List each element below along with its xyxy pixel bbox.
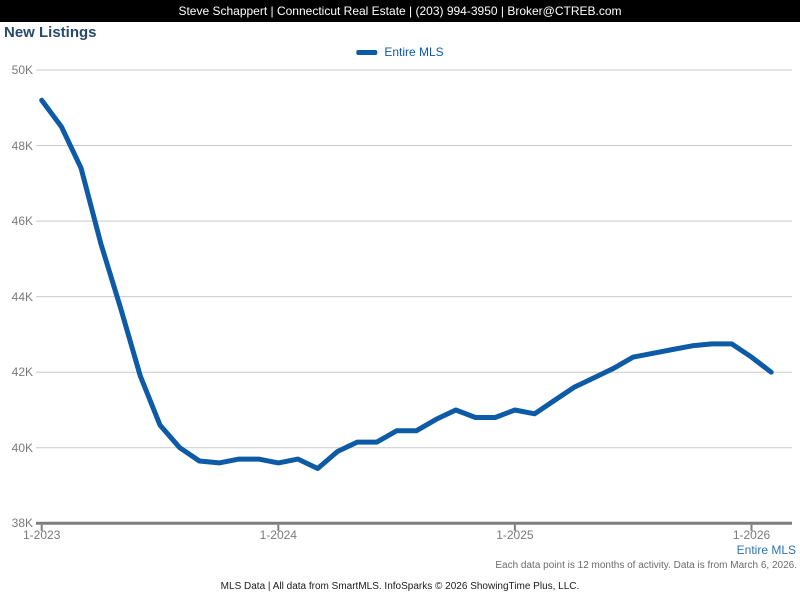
- x-axis-tick-label: 1-2025: [496, 528, 534, 542]
- legend-label: Entire MLS: [384, 45, 444, 59]
- y-axis-tick-label: 48K: [11, 138, 33, 153]
- x-axis-tick-label: 1-2024: [259, 528, 297, 542]
- series-line-entire-mls: [39, 97, 774, 471]
- legend-line-swatch-icon: [356, 49, 378, 55]
- attribution: MLS Data | All data from SmartMLS. InfoS…: [220, 581, 580, 592]
- y-axis-tick-label: 38K: [11, 516, 33, 531]
- y-axis-tick-label: 44K: [11, 289, 33, 304]
- x-axis-tick-label: 1-2023: [23, 528, 61, 542]
- contact-bar: Steve Schappert | Connecticut Real Estat…: [0, 0, 800, 22]
- x-axis-tick-label: 1-2026: [732, 528, 771, 542]
- page-title: New Listings: [4, 24, 97, 41]
- data-note: Each data point is 12 months of activity…: [495, 560, 797, 571]
- y-axis-tick-label: 46K: [11, 214, 33, 229]
- y-axis-tick-label: 40K: [11, 440, 33, 455]
- legend-entire-mls[interactable]: Entire MLS: [356, 45, 444, 59]
- series-link-entire-mls[interactable]: Entire MLS: [736, 543, 796, 557]
- y-axis-tick-label: 42K: [11, 365, 33, 380]
- y-axis-tick-label: 50K: [11, 63, 33, 77]
